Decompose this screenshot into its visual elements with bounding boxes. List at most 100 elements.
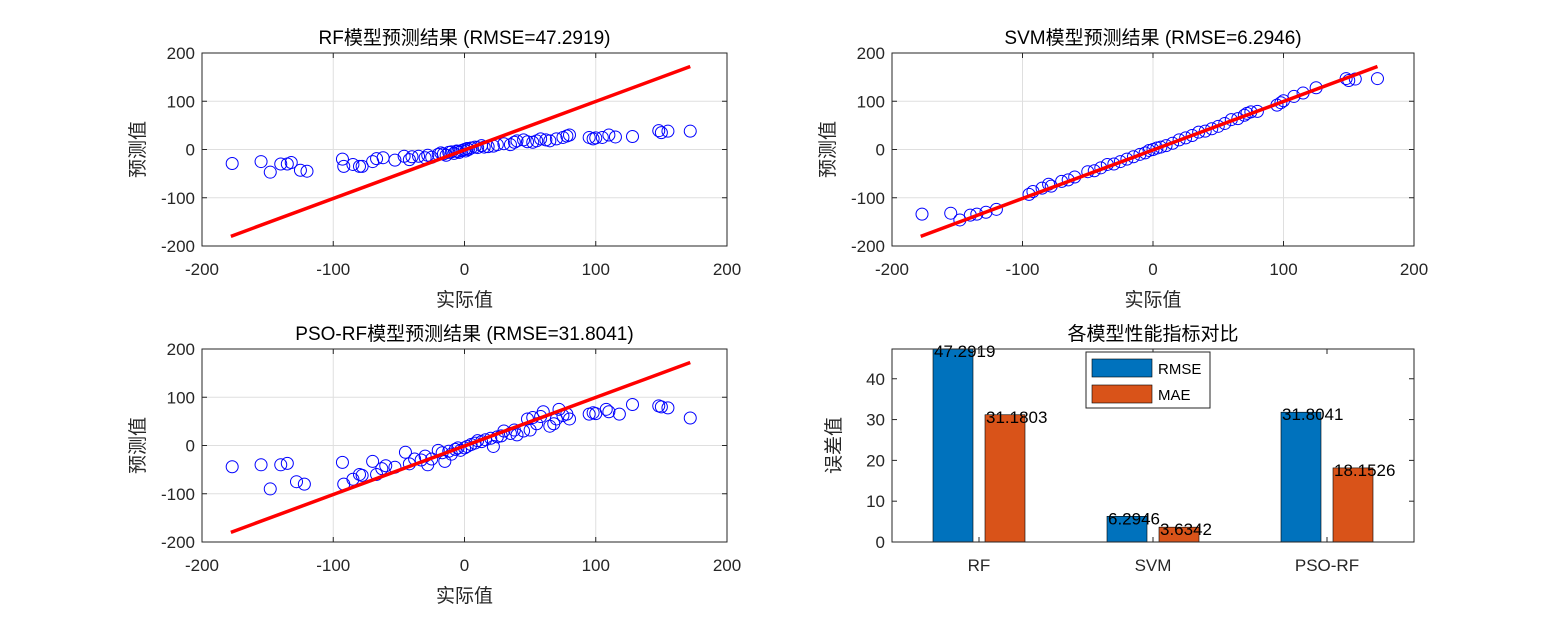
data-point: [284, 156, 298, 170]
y-tick-label: 100: [167, 388, 195, 407]
rmse-bar: [1106, 516, 1148, 543]
data-point: [1138, 146, 1152, 160]
chart-title: PSO-RF模型预测结果 (RMSE=31.8041): [295, 323, 633, 345]
y-tick-label: 30: [866, 411, 885, 430]
data-point: [1179, 131, 1193, 145]
y-tick-label: 200: [167, 44, 195, 63]
mae-bar: [1332, 467, 1374, 543]
data-point: [398, 445, 412, 459]
data-point: [602, 128, 616, 142]
data-point: [661, 124, 675, 138]
y-tick-label: 0: [876, 533, 885, 552]
data-point: [944, 206, 958, 220]
y-tick-label: 100: [857, 92, 885, 111]
legend-label: MAE: [1158, 387, 1191, 404]
data-point: [1250, 104, 1264, 118]
y-tick-label: -100: [161, 189, 195, 208]
data-point: [263, 165, 277, 179]
data-point: [1274, 96, 1288, 110]
data-point: [370, 152, 384, 166]
x-tick-label: 0: [1148, 260, 1157, 279]
x-tick-label: -100: [1005, 260, 1039, 279]
data-point: [608, 130, 622, 144]
data-point: [534, 132, 548, 146]
legend-swatch-mae: [1091, 384, 1153, 404]
bar-value-label: 18.1526: [1334, 461, 1395, 480]
data-point: [595, 130, 609, 144]
rmse-bar: [1280, 411, 1322, 543]
data-point: [979, 205, 993, 219]
chart-title: 各模型性能指标对比: [1067, 323, 1238, 345]
data-point: [503, 138, 517, 152]
x-axis-label: 实际值: [436, 585, 493, 607]
pso-rf-scatter-chart: -200 -100 0 100 200 -200 -100 0 100 200 PSO-RF模型预测…: [127, 323, 741, 607]
data-point: [563, 128, 576, 142]
data-point: [543, 419, 557, 433]
data-point: [263, 482, 277, 496]
data-point: [293, 163, 307, 177]
legend-label: RMSE: [1158, 361, 1201, 378]
y-tick-label: 0: [186, 141, 195, 160]
x-tick-label: -200: [185, 556, 219, 575]
x-tick-label: 0: [460, 260, 469, 279]
data-point: [497, 137, 511, 151]
data-point: [297, 477, 311, 491]
x-tick-label: -100: [316, 260, 350, 279]
y-tick-label: 100: [167, 92, 195, 111]
data-point: [375, 462, 389, 476]
chart-title: SVM模型预测结果 (RMSE=6.2946): [1004, 27, 1301, 49]
data-point: [412, 149, 426, 163]
bar-value-label: 3.6342: [1160, 520, 1212, 539]
x-category-label: RF: [968, 556, 991, 575]
data-point: [280, 456, 294, 470]
data-point: [652, 124, 666, 138]
data-point: [274, 157, 288, 171]
x-tick-label: 100: [582, 556, 610, 575]
data-point: [521, 135, 534, 149]
reference-line: [230, 360, 691, 534]
data-point: [549, 132, 563, 146]
data-point: [683, 124, 697, 138]
data-point: [510, 428, 524, 442]
bar-value-label: 31.1803: [986, 408, 1047, 427]
y-tick-label: 0: [876, 141, 885, 160]
bar-value-label: 47.2919: [934, 342, 995, 361]
x-tick-label: -200: [875, 260, 909, 279]
y-axis-label: 预测值: [127, 417, 149, 474]
data-point: [335, 152, 349, 166]
data-point: [602, 405, 616, 419]
y-tick-label: -100: [161, 485, 195, 504]
data-point: [1154, 140, 1168, 154]
data-point: [661, 401, 675, 415]
rf-scatter-chart: -200 -100 0 100 200 -200 -100 0 100 200 RF模型预测结果 (…: [127, 27, 741, 311]
data-point: [300, 164, 314, 178]
y-tick-label: 0: [186, 437, 195, 456]
data-point: [915, 207, 929, 221]
x-tick-label: -100: [316, 556, 350, 575]
data-point: [355, 159, 369, 173]
data-point: [353, 159, 366, 173]
y-tick-label: -100: [851, 189, 885, 208]
data-point: [225, 460, 239, 474]
legend-swatch-rmse: [1091, 358, 1153, 378]
x-category-label: SVM: [1135, 556, 1172, 575]
bar-value-label: 6.2946: [1108, 509, 1160, 528]
data-point: [599, 402, 613, 416]
y-tick-label: 40: [866, 370, 885, 389]
x-tick-label: 0: [460, 556, 469, 575]
y-tick-label: -200: [161, 533, 195, 552]
y-tick-label: 200: [167, 340, 195, 359]
data-point: [379, 459, 393, 473]
data-point: [683, 411, 697, 425]
mae-bar: [984, 414, 1026, 543]
x-category-label: PSO-RF: [1295, 556, 1359, 575]
y-tick-label: 200: [857, 44, 885, 63]
data-point: [355, 468, 369, 482]
rmse-bar: [932, 348, 974, 543]
data-point: [654, 126, 668, 140]
x-tick-label: 200: [1400, 260, 1428, 279]
x-tick-label: 200: [713, 260, 741, 279]
bar-value-label: 31.8041: [1282, 405, 1343, 424]
x-tick-label: 100: [582, 260, 610, 279]
y-tick-label: -200: [161, 237, 195, 256]
